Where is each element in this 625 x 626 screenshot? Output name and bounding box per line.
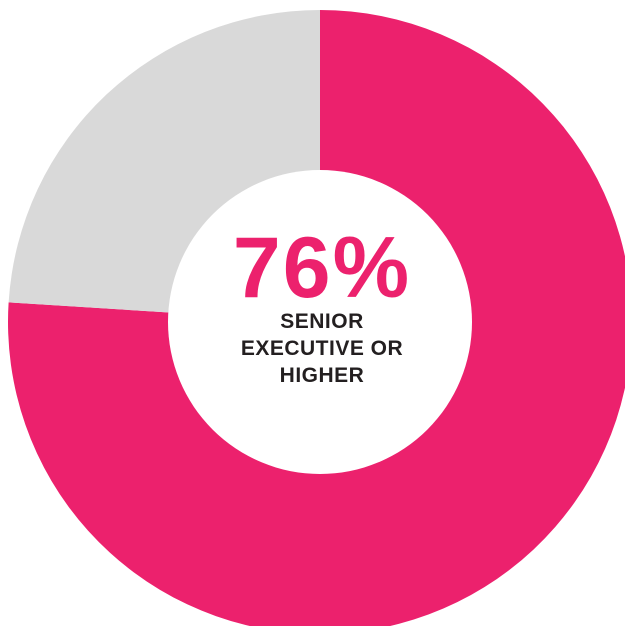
center-label: 76% SENIOR EXECUTIVE OR HIGHER — [172, 220, 472, 389]
donut-slice-senior-executive — [8, 10, 625, 626]
center-label-line-3: HIGHER — [279, 364, 365, 387]
center-label-line-2: EXECUTIVE OR — [240, 337, 404, 360]
center-value: 76% — [232, 220, 412, 316]
center-label-line-1: SENIOR — [280, 310, 364, 333]
donut-hole — [168, 170, 472, 474]
